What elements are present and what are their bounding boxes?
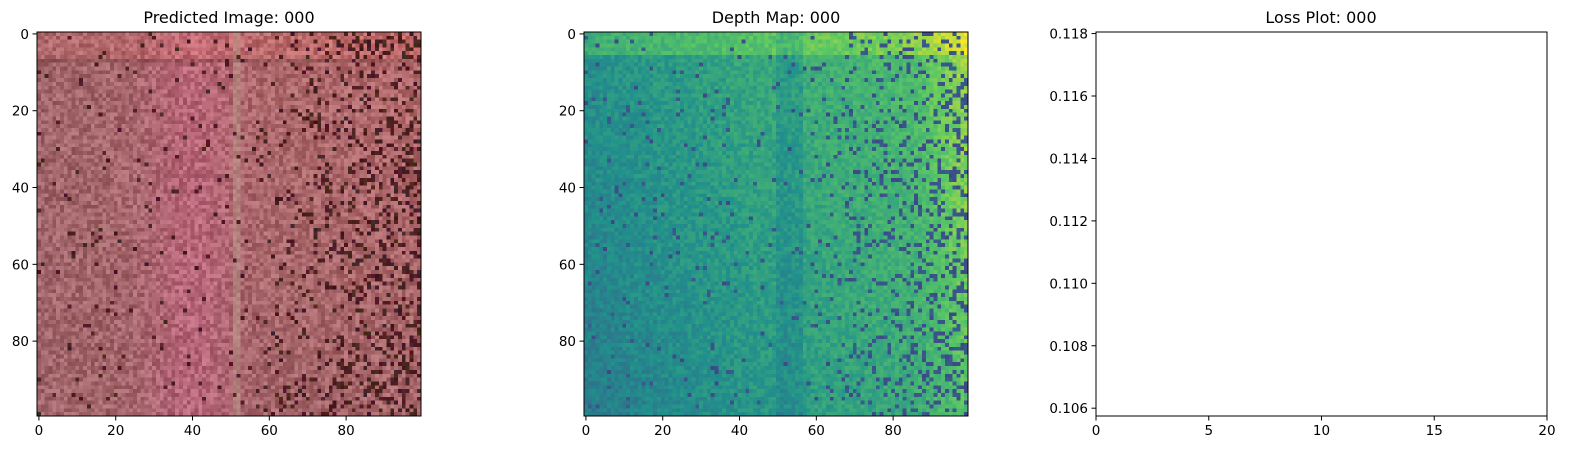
y-tick-label: 60 (12, 257, 29, 273)
predicted-image-panel: Predicted Image: 000 0 20 40 60 80 0 20 40 60 80 (12, 8, 422, 439)
x-tick-label: 5 (1204, 423, 1213, 439)
predicted-image-frame (36, 31, 422, 417)
x-tick-label: 15 (1426, 423, 1443, 439)
x-tick-label: 60 (261, 423, 278, 439)
y-tick-label: 60 (559, 257, 576, 273)
y-tick-label: 0.106 (1049, 401, 1088, 417)
x-tick-label: 80 (885, 423, 902, 439)
y-tick-label: 0.110 (1049, 276, 1088, 292)
depth-map-frame (583, 31, 969, 417)
x-tick-label: 0 (1092, 423, 1101, 439)
y-tick-label: 0.118 (1049, 27, 1088, 43)
predicted-image-title: Predicted Image: 000 (143, 8, 314, 27)
loss-plot-title: Loss Plot: 000 (1265, 8, 1376, 27)
y-tick-label: 80 (559, 334, 576, 350)
predicted-image-ticks: 0 20 40 60 80 0 20 40 60 80 (12, 27, 355, 439)
y-tick-label: 40 (559, 181, 576, 197)
predicted-image-heatmap (37, 32, 421, 416)
depth-map-heatmap (584, 32, 968, 416)
x-tick-label: 0 (582, 423, 591, 439)
y-tick-label: 0.114 (1049, 151, 1088, 167)
x-tick-label: 40 (731, 423, 748, 439)
y-tick-label: 80 (12, 334, 29, 350)
y-tick-label: 0.108 (1049, 339, 1088, 355)
y-tick-label: 0 (567, 27, 576, 43)
x-tick-label: 20 (654, 423, 671, 439)
x-tick-label: 60 (808, 423, 825, 439)
y-tick-label: 0.112 (1049, 214, 1088, 230)
loss-plot-ticks: 0 5 10 15 20 0.106 0.108 0.110 0.112 0.114 0.116 0.… (1049, 27, 1555, 439)
y-tick-label: 40 (12, 181, 29, 197)
depth-map-ticks: 0 20 40 60 80 0 20 40 60 80 (559, 27, 902, 439)
x-tick-label: 40 (184, 423, 201, 439)
x-tick-label: 20 (107, 423, 124, 439)
y-tick-label: 20 (12, 104, 29, 120)
y-tick-label: 20 (559, 104, 576, 120)
loss-plot-panel: Loss Plot: 000 0 5 10 15 20 0.106 0.108 0.110 0.… (1049, 8, 1555, 439)
x-tick-label: 0 (35, 423, 44, 439)
depth-map-panel: Depth Map: 000 0 20 40 60 80 0 20 40 60 80 (559, 8, 969, 439)
y-tick-label: 0.116 (1049, 89, 1088, 105)
x-tick-label: 80 (338, 423, 355, 439)
x-tick-label: 20 (1538, 423, 1555, 439)
loss-plot-frame (1095, 31, 1548, 417)
y-tick-label: 0 (20, 27, 29, 43)
x-tick-label: 10 (1313, 423, 1330, 439)
depth-map-title: Depth Map: 000 (712, 8, 841, 27)
